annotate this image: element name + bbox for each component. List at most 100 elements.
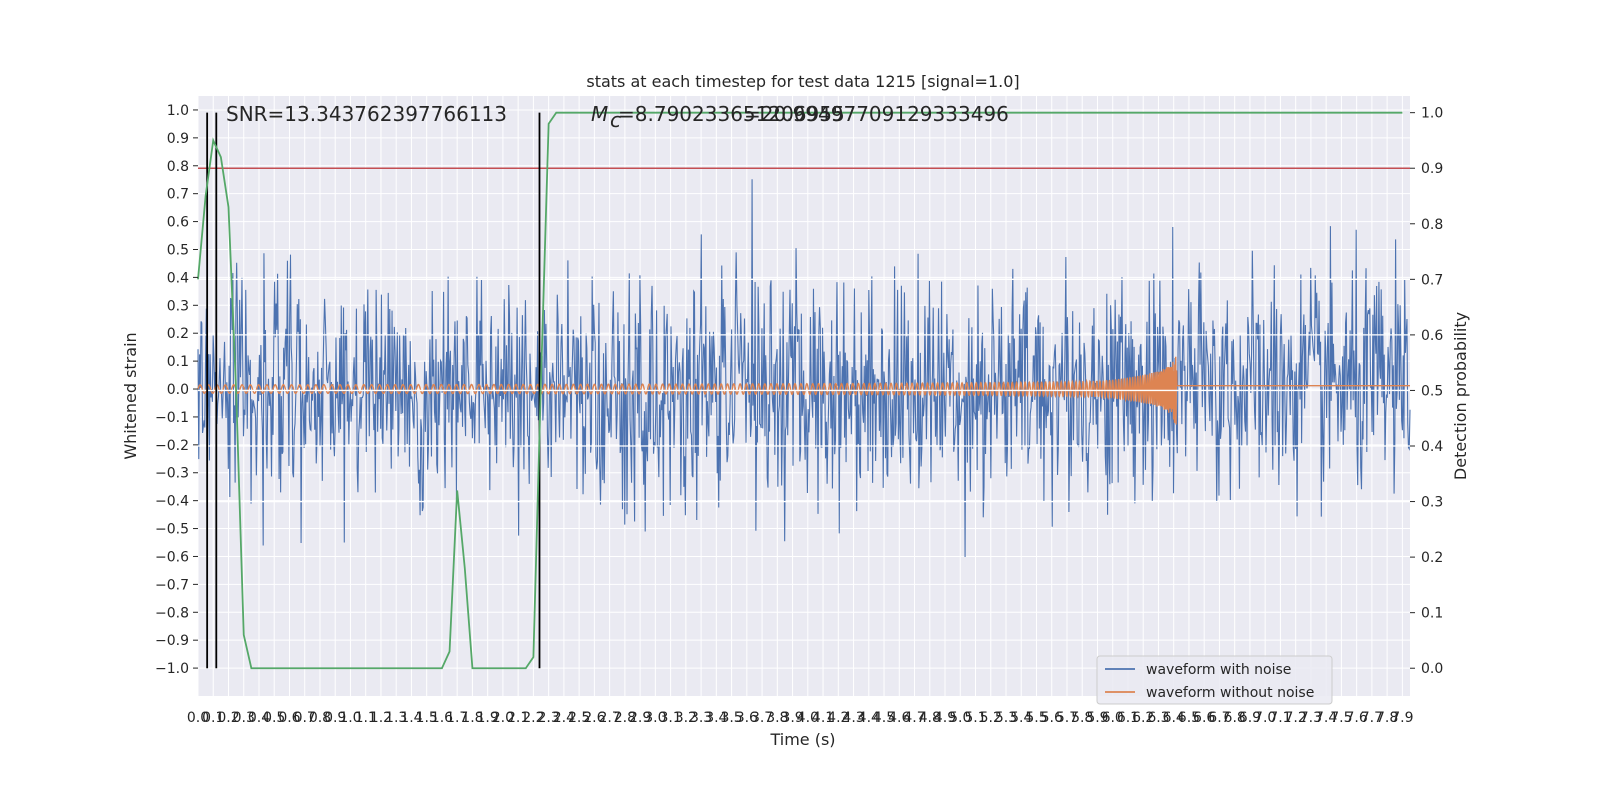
y-tick-label: 0.1 <box>167 354 189 370</box>
x-tick-label: 7.3 <box>1300 710 1322 726</box>
x-tick-label: 3.0 <box>644 710 666 726</box>
x-tick-label: 5.2 <box>980 710 1002 726</box>
x-tick-label: 5.9 <box>1086 710 1108 726</box>
y2-axis-label: Detection probability <box>1451 312 1470 480</box>
y2-tick-label: 0.1 <box>1421 606 1443 622</box>
legend-label-clean: waveform without noise <box>1146 685 1314 701</box>
y-tick-label: −1.0 <box>155 661 189 677</box>
x-tick-label: 1.5 <box>416 710 438 726</box>
y2-tick-label: 0.6 <box>1421 328 1443 344</box>
x-tick-label: 6.8 <box>1224 710 1246 726</box>
x-tick-label: 6.5 <box>1178 710 1200 726</box>
y-tick-label: −0.4 <box>155 494 189 510</box>
x-tick-label: 4.7 <box>903 710 925 726</box>
x-tick-label: 0.0 <box>187 710 209 726</box>
chart-title: stats at each timestep for test data 121… <box>586 72 1019 91</box>
x-tick-label: 6.4 <box>1163 710 1185 726</box>
x-tick-label: 2.1 <box>507 710 529 726</box>
x-tick-label: 5.0 <box>949 710 971 726</box>
x-tick-label: 0.4 <box>248 710 270 726</box>
y2-axis-ticks: 1.0 0.9 0.8 0.7 0.6 0.5 0.4 0.3 0.2 0.1 0.0 <box>1410 106 1443 677</box>
x-tick-label: 7.4 <box>1315 710 1337 726</box>
x-tick-label: 6.7 <box>1208 710 1230 726</box>
x-tick-label: 3.6 <box>736 710 758 726</box>
x-tick-label: 1.2 <box>370 710 392 726</box>
x-tick-label: 0.8 <box>309 710 331 726</box>
legend: waveform with noise waveform without noi… <box>1096 655 1333 705</box>
x-tick-label: 1.8 <box>461 710 483 726</box>
x-tick-label: 7.6 <box>1346 710 1368 726</box>
noise-waveform-line <box>197 179 1411 557</box>
x-tick-label: 0.3 <box>233 710 255 726</box>
y-axis-label: Whitened strain <box>121 332 140 459</box>
x-tick-label: 2.5 <box>568 710 590 726</box>
x-tick-label: 5.8 <box>1071 710 1093 726</box>
y2-tick-label: 0.9 <box>1421 161 1443 177</box>
x-tick-label: 7.8 <box>1376 710 1398 726</box>
y-axis-ticks: 1.0 0.9 0.8 0.7 0.6 0.5 0.4 0.3 0.2 0.1 0.0 −0.1 −0.… <box>155 103 198 677</box>
x-tick-label: 5.1 <box>964 710 986 726</box>
x-tick-label: 1.6 <box>431 710 453 726</box>
snr-annotation: SNR=13.343762397766113 <box>226 102 507 126</box>
x-tick-label: 7.0 <box>1254 710 1276 726</box>
y-tick-label: −0.5 <box>155 522 189 538</box>
y-tick-label: 0.9 <box>167 131 189 147</box>
secondary-grid <box>198 278 1410 503</box>
x-tick-label: 7.9 <box>1391 710 1413 726</box>
x-tick-label: 5.6 <box>1041 710 1063 726</box>
x-tick-label: 4.5 <box>873 710 895 726</box>
x-tick-label: 1.4 <box>400 710 422 726</box>
y-tick-label: 0.8 <box>167 159 189 175</box>
x-tick-label: 6.0 <box>1102 710 1124 726</box>
y-tick-label: −0.9 <box>155 633 189 649</box>
y-tick-label: −0.2 <box>155 438 189 454</box>
legend-frame <box>1096 655 1333 705</box>
x-tick-label: 1.1 <box>355 710 377 726</box>
chirp-mass-annotation: M c =8.790233651206955 =20.9949770912933… <box>591 102 1009 132</box>
x-tick-label: 2.9 <box>629 710 651 726</box>
mc-subscript: c <box>610 108 621 132</box>
x-tick-label: 2.3 <box>538 710 560 726</box>
x-tick-label: 0.2 <box>217 710 239 726</box>
x-tick-label: 1.3 <box>385 710 407 726</box>
x-tick-label: 4.4 <box>858 710 880 726</box>
x-tick-label: 7.5 <box>1330 710 1352 726</box>
y-tick-label: 0.7 <box>167 187 189 203</box>
x-tick-label: 3.1 <box>659 710 681 726</box>
x-tick-label: 6.2 <box>1132 710 1154 726</box>
detection-probability-line <box>197 111 1403 670</box>
clean-waveform-line <box>197 356 1410 425</box>
x-tick-label: 3.5 <box>720 710 742 726</box>
y-tick-label: −0.6 <box>155 549 189 565</box>
x-tick-label: 6.1 <box>1117 710 1139 726</box>
y2-tick-label: 0.2 <box>1421 550 1443 566</box>
x-tick-label: 3.4 <box>705 710 727 726</box>
x-tick-label: 3.8 <box>766 710 788 726</box>
y-tick-label: 0.4 <box>167 270 189 286</box>
mc-value-overlap: =20.99497709129333496 <box>744 102 1009 126</box>
x-tick-label: 6.9 <box>1239 710 1261 726</box>
x-tick-label: 2.7 <box>598 710 620 726</box>
x-tick-label: 5.4 <box>1010 710 1032 726</box>
series-waveform-with-noise <box>197 179 1411 557</box>
series-detection-probability <box>197 111 1403 670</box>
y-tick-label: −0.7 <box>155 577 189 593</box>
y-tick-label: 0.0 <box>167 382 189 398</box>
y-tick-label: 0.3 <box>167 298 189 314</box>
x-tick-label: 3.7 <box>751 710 773 726</box>
x-tick-label: 0.9 <box>324 710 346 726</box>
x-tick-label: 4.8 <box>919 710 941 726</box>
x-tick-label: 3.2 <box>675 710 697 726</box>
y-tick-label: 1.0 <box>167 103 189 119</box>
x-tick-label: 1.9 <box>477 710 499 726</box>
x-tick-label: 4.2 <box>827 710 849 726</box>
y-tick-label: −0.1 <box>155 410 189 426</box>
y-tick-label: 0.5 <box>167 242 189 258</box>
x-tick-label: 2.8 <box>614 710 636 726</box>
detection-vlines <box>206 112 541 669</box>
x-tick-label: 3.9 <box>781 710 803 726</box>
x-axis-label: Time (s) <box>769 730 835 749</box>
y-tick-label: 0.2 <box>167 326 189 342</box>
x-tick-label: 4.6 <box>888 710 910 726</box>
